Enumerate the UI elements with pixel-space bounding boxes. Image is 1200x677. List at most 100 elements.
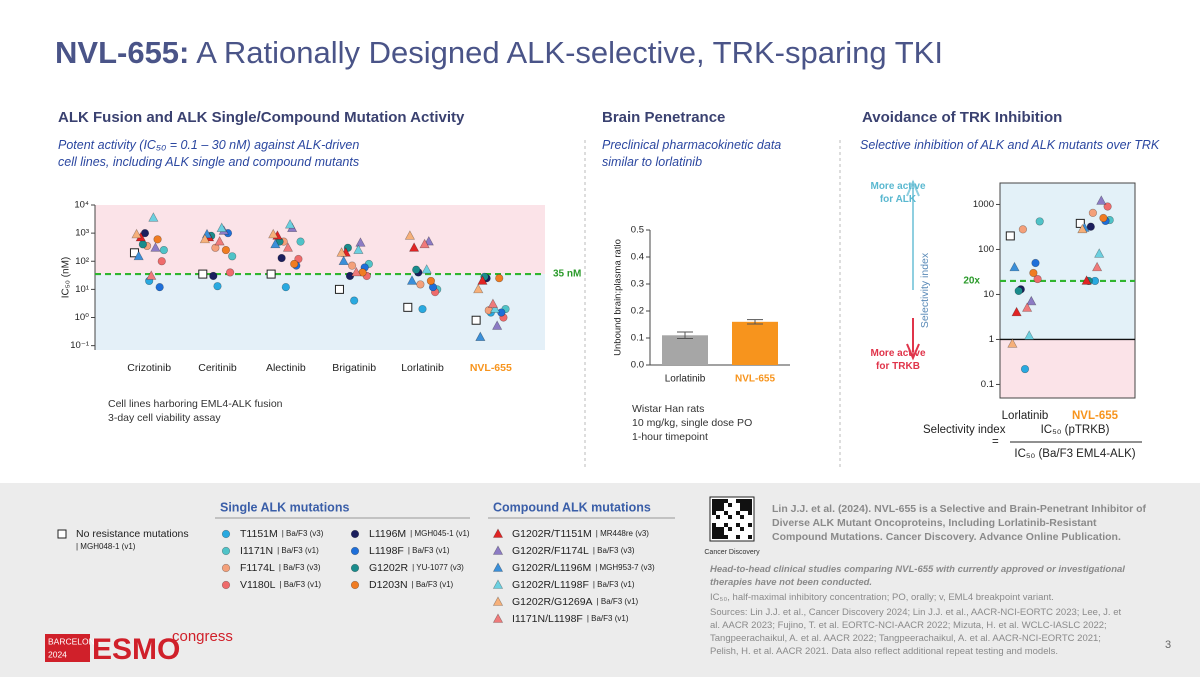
qr-cell	[744, 507, 748, 511]
marker-square	[57, 529, 67, 539]
x-tick-label: Lorlatinib	[665, 374, 706, 385]
legend-name: V1180L	[240, 579, 276, 591]
arrow-down-label: More active for TRKB	[870, 348, 925, 372]
formula-equals: =	[992, 436, 999, 448]
marker-triangle	[487, 298, 499, 308]
marker-circle	[209, 271, 218, 281]
y-tick-label: 10⁻¹	[70, 340, 89, 351]
formula-name: Selectivity index	[923, 424, 1006, 436]
x-tick-label: Lorlatinib	[401, 362, 444, 374]
marker-triangle	[492, 579, 504, 589]
marker-circle	[1033, 274, 1042, 284]
marker-circle	[153, 235, 162, 244]
marker-triangle	[1024, 330, 1035, 340]
legend-label: D1203N | Ba/F3 (v1)	[369, 579, 454, 591]
footnotes: Head-to-head clinical studies comparing …	[710, 563, 1130, 660]
legend-name: G1202R/T1151M	[512, 528, 592, 540]
marker-triangle	[148, 212, 159, 222]
marker-circle	[495, 274, 504, 283]
y-tick-label: 0.4	[631, 252, 644, 263]
marker-circle	[221, 245, 230, 255]
note-line: Wistar Han rats	[632, 403, 705, 415]
marker-triangle	[216, 222, 227, 232]
marker-triangle	[421, 264, 432, 274]
qr-cell	[728, 527, 732, 531]
marker-triangle	[131, 228, 142, 239]
legend-item: L1198F | Ba/F3 (v1)	[350, 545, 450, 557]
marker-circle	[416, 280, 425, 289]
marker-triangle	[492, 596, 504, 606]
marker-circle	[412, 265, 421, 274]
qr-cell	[748, 523, 752, 527]
marker-triangle	[146, 270, 157, 280]
marker-triangle	[404, 230, 416, 240]
formula-denominator: IC₅₀ (Ba/F3 EML4-ALK)	[1014, 448, 1135, 460]
legend-source: | YU-1077 (v3)	[412, 563, 464, 572]
marker-circle	[426, 276, 436, 286]
legend-source: | Ba/F3 (v1)	[597, 597, 639, 606]
marker-circle	[497, 308, 506, 317]
qr-cell	[728, 515, 732, 519]
x-tick-label: Brigatinib	[332, 362, 376, 374]
legend-item: G1202R/T1151M | MR448re (v3)	[492, 528, 650, 540]
legend-source: | Ba/F3 (v1)	[587, 614, 629, 623]
legend-item: G1202R | YU-1077 (v3)	[350, 562, 464, 574]
legend-label: G1202R/L1198F | Ba/F3 (v1)	[512, 579, 635, 591]
marker-square	[1005, 231, 1015, 241]
logo-box	[45, 634, 90, 662]
marker-circle	[213, 282, 222, 291]
marker-triangle	[1091, 261, 1103, 272]
note-line: Cell lines harboring EML4-ALK fusion	[108, 398, 283, 410]
marker-triangle	[408, 242, 420, 252]
marker-triangle	[355, 237, 366, 247]
y-axis-label: Selectivity index	[919, 252, 931, 328]
y-tick-label: 10	[983, 289, 994, 300]
qr-cell	[740, 503, 744, 507]
x-tick-label: NVL-655	[470, 362, 512, 374]
logo-city: BARCELONA	[48, 636, 101, 646]
legend-item: G1202R/F1174L | Ba/F3 (v3)	[492, 545, 635, 557]
legend-source: | Ba/F3 (v1)	[277, 546, 319, 555]
legend-item: G1202R/G1269A | Ba/F3 (v1)	[492, 596, 639, 608]
marker-circle	[350, 546, 360, 556]
y-tick-label: 0.0	[631, 360, 644, 371]
bar	[662, 335, 708, 365]
marker-circle	[1035, 217, 1044, 226]
y-tick-label: 100	[978, 244, 994, 255]
marker-circle	[157, 257, 166, 266]
legend-label: L1198F | Ba/F3 (v1)	[369, 545, 450, 557]
qr-cell	[712, 511, 716, 515]
legend-label: I1171N/L1198F | Ba/F3 (v1)	[512, 613, 629, 625]
legend-heading: Single ALK mutations	[220, 500, 349, 514]
qr-cell	[724, 523, 728, 527]
qr-cell	[720, 527, 724, 531]
qr-cell	[712, 503, 716, 507]
marker-triangle	[268, 228, 279, 239]
marker-circle	[221, 529, 231, 539]
x-tick-label: Ceritinib	[198, 362, 237, 374]
panel-heading: Brain Penetrance	[602, 109, 725, 126]
qr-cell	[720, 507, 724, 511]
legend-source: | MR448re (v3)	[596, 529, 650, 538]
marker-circle	[345, 271, 355, 281]
shade-lower	[1000, 339, 1135, 398]
arrow-down	[906, 318, 920, 361]
y-tick-label: 0.1	[631, 333, 644, 344]
legend-item: D1203N | Ba/F3 (v1)	[350, 579, 454, 591]
legend-item: G1202R/L1196M | MGH953-7 (v3)	[492, 562, 655, 574]
citation: Lin J.J. et al. (2024). NVL-655 is a Sel…	[772, 503, 1147, 543]
title-bold: NVL-655:	[55, 35, 189, 70]
note-line: 3-day cell viability assay	[108, 412, 221, 424]
y-tick-label: 1	[989, 334, 994, 345]
marker-triangle	[133, 250, 144, 261]
marker-circle	[228, 252, 237, 261]
marker-square	[403, 302, 413, 312]
y-tick-label: 0.3	[631, 279, 644, 290]
marker-triangle	[1011, 306, 1022, 317]
marker-triangle	[214, 235, 225, 246]
qr-cell	[728, 503, 732, 507]
arrow-up-label: More active for ALK	[870, 181, 925, 205]
legend-source: | MGH045-1 (v1)	[410, 529, 470, 538]
marker-circle	[1086, 222, 1095, 231]
